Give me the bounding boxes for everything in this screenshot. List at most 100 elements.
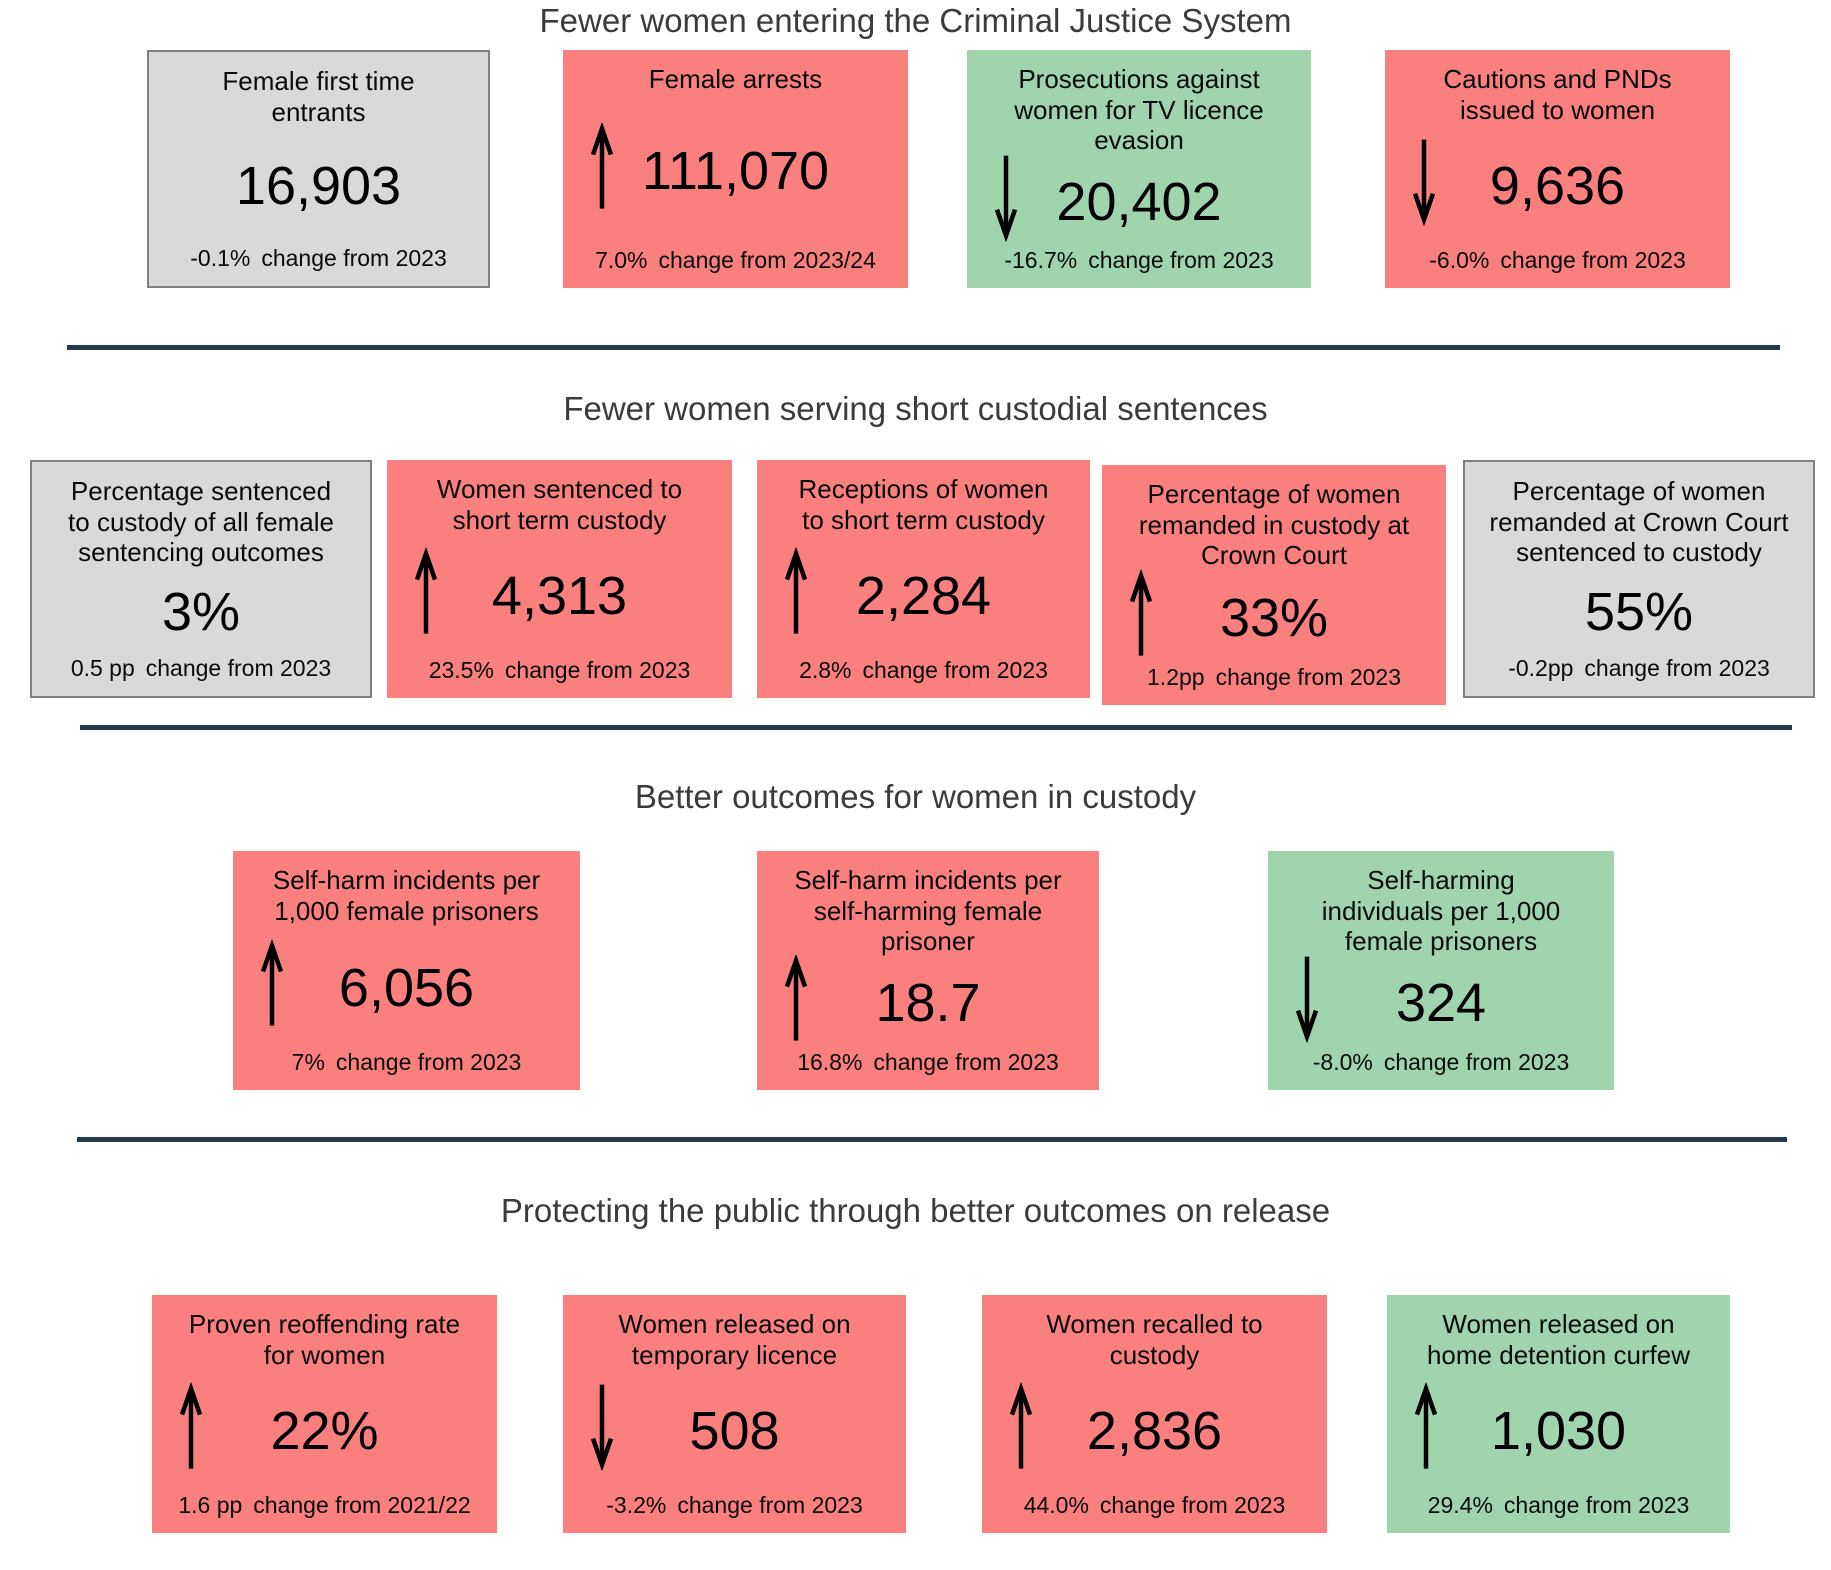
card-middle: 22%	[152, 1370, 497, 1492]
card-title: Female arrests	[648, 64, 823, 94]
card-title: Women sentenced to short term custody	[436, 474, 683, 535]
card-change: 7% change from 2023	[233, 1049, 580, 1090]
stat-card-pct-remanded-sentenced-custody: Percentage of women remanded at Crown Co…	[1463, 460, 1815, 698]
card-middle: 55%	[1465, 568, 1813, 655]
section-title-short-sentences: Fewer women serving short custodial sent…	[563, 390, 1268, 427]
card-title: Female first time entrants	[222, 66, 415, 127]
card-value: 111,070	[641, 140, 830, 201]
stat-card-released-temporary-licence: Women released on temporary licence 508 …	[563, 1295, 906, 1533]
change-delta: 1.2pp	[1147, 664, 1205, 690]
card-value: 9,636	[1489, 156, 1626, 217]
card-value: 2,836	[1086, 1401, 1223, 1462]
card-title: Proven reoffending rate for women	[188, 1309, 461, 1370]
up-arrow-icon	[1129, 569, 1153, 656]
change-delta: 16.8%	[797, 1049, 863, 1075]
change-delta: 1.6 pp	[178, 1492, 243, 1518]
change-suffix: change from 2023	[261, 245, 447, 271]
stat-card-female-first-time-entrants: Female first time entrants 16,903 -0.1% c…	[147, 50, 490, 288]
card-middle: 508	[563, 1370, 906, 1492]
card-title: Women released on home detention curfew	[1426, 1309, 1691, 1370]
stat-card-reoffending-rate: Proven reoffending rate for women 22% 1.…	[152, 1295, 497, 1533]
change-delta: 29.4%	[1427, 1492, 1493, 1518]
card-change: -0.2pp change from 2023	[1465, 655, 1813, 696]
change-suffix: change from 2023/24	[658, 247, 876, 273]
stat-card-cautions-pnds: Cautions and PNDs issued to women 9,636 …	[1385, 50, 1730, 288]
section-divider	[67, 345, 1780, 350]
down-arrow-icon	[1412, 139, 1436, 226]
change-delta: -8.0%	[1312, 1049, 1373, 1075]
card-value: 16,903	[235, 156, 402, 217]
change-suffix: change from 2023	[1503, 1492, 1690, 1518]
stat-card-self-harm-per-1000: Self-harm incidents per 1,000 female pri…	[233, 851, 580, 1090]
change-delta: -0.2pp	[1508, 655, 1574, 681]
card-change: 0.5 pp change from 2023	[32, 655, 370, 696]
card-change: -8.0% change from 2023	[1268, 1049, 1614, 1090]
card-change: -3.2% change from 2023	[563, 1492, 906, 1533]
stat-card-female-arrests: Female arrests 111,070 7.0% change from 2…	[563, 50, 908, 288]
change-suffix: change from 2023	[504, 657, 691, 683]
card-middle: 18.7	[757, 954, 1099, 1049]
card-value: 508	[689, 1401, 780, 1462]
card-middle: 4,313	[387, 535, 732, 657]
stat-card-self-harming-individuals: Self-harming individuals per 1,000 femal…	[1268, 851, 1614, 1090]
change-delta: 7.0%	[595, 247, 648, 273]
card-title: Self-harming individuals per 1,000 femal…	[1321, 865, 1561, 957]
card-title: Women recalled to custody	[1046, 1309, 1263, 1370]
change-suffix: change from 2021/22	[253, 1492, 471, 1518]
card-middle: 3%	[32, 568, 370, 655]
card-value: 22%	[270, 1401, 379, 1462]
card-title: Cautions and PNDs issued to women	[1443, 64, 1672, 125]
up-arrow-icon	[179, 1382, 203, 1469]
change-suffix: change from 2023	[145, 655, 332, 681]
stat-card-women-short-term-custody: Women sentenced to short term custody 4,…	[387, 460, 732, 698]
section-title-entering-cjs: Fewer women entering the Criminal Justic…	[539, 2, 1292, 39]
card-change: -16.7% change from 2023	[967, 247, 1311, 288]
card-value: 1,030	[1490, 1401, 1627, 1462]
up-arrow-icon	[590, 122, 614, 209]
stat-card-pct-remanded-crown-court: Percentage of women remanded in custody …	[1102, 465, 1446, 705]
change-suffix: change from 2023	[1584, 655, 1770, 681]
change-delta: -3.2%	[606, 1492, 667, 1518]
card-value: 6,056	[338, 957, 475, 1018]
card-title: Women released on temporary licence	[618, 1309, 851, 1370]
card-change: -0.1% change from 2023	[149, 245, 488, 286]
down-arrow-icon	[1295, 956, 1319, 1043]
change-delta: 2.8%	[799, 657, 852, 683]
card-value: 55%	[1584, 581, 1694, 642]
up-arrow-icon	[1009, 1382, 1033, 1469]
card-middle: 20,402	[967, 155, 1311, 247]
up-arrow-icon	[784, 547, 808, 634]
section-title-release-outcomes: Protecting the public through better out…	[500, 1192, 1331, 1229]
change-delta: 44.0%	[1023, 1492, 1089, 1518]
section-title-custody-outcomes: Better outcomes for women in custody	[634, 778, 1197, 815]
card-change: -6.0% change from 2023	[1385, 247, 1730, 288]
card-change: 44.0% change from 2023	[982, 1492, 1327, 1533]
card-change: 1.2pp change from 2023	[1102, 664, 1446, 705]
card-title: Percentage sentenced to custody of all f…	[68, 476, 334, 568]
card-value: 3%	[161, 581, 241, 642]
down-arrow-icon	[590, 1384, 614, 1471]
up-arrow-icon	[414, 547, 438, 634]
card-middle: 2,284	[757, 535, 1090, 657]
stat-card-tv-licence-prosecutions: Prosecutions against women for TV licenc…	[967, 50, 1311, 288]
card-title: Percentage of women remanded at Crown Co…	[1489, 476, 1789, 568]
change-suffix: change from 2023	[335, 1049, 522, 1075]
card-middle: 2,836	[982, 1370, 1327, 1492]
stat-card-recalled-to-custody: Women recalled to custody 2,836 44.0% cha…	[982, 1295, 1327, 1533]
change-delta: -16.7%	[1004, 247, 1078, 273]
card-value: 18.7	[875, 973, 981, 1033]
change-suffix: change from 2023	[862, 657, 1048, 683]
card-middle: 33%	[1102, 569, 1446, 664]
card-middle: 324	[1268, 956, 1614, 1049]
card-change: 7.0% change from 2023/24	[563, 247, 908, 288]
card-title: Prosecutions against women for TV licenc…	[1014, 64, 1264, 156]
card-value: 2,284	[855, 566, 992, 627]
change-suffix: change from 2023	[1215, 664, 1401, 690]
card-middle: 16,903	[149, 127, 488, 245]
card-value: 4,313	[491, 566, 628, 627]
section-divider	[77, 1137, 1787, 1142]
card-value: 20,402	[1056, 171, 1222, 232]
change-delta: -0.1%	[190, 245, 251, 271]
stat-card-pct-sentenced-custody: Percentage sentenced to custody of all f…	[30, 460, 372, 698]
